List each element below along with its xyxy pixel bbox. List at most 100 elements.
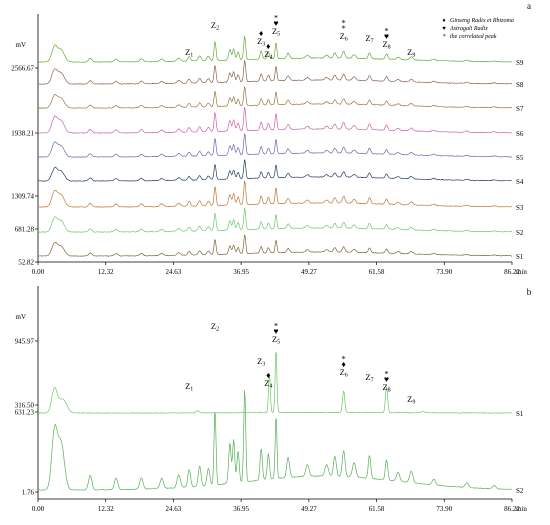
peak-label: Z4 [264,49,272,61]
trace-S7 [37,86,513,109]
x-tick-label: 61.58 [369,268,385,276]
peak-label: Z7 [365,33,373,45]
x-tick-label: 86.22 [504,268,520,276]
trace-S4 [37,159,512,182]
peak-label: Z9 [407,394,415,406]
series-label: S1 [516,410,524,418]
peak-label: Z5 [272,26,280,38]
legend-symbol: ♦ [442,18,445,24]
y-tick-label: 52.82 [18,259,34,267]
peak-label: Z3 [257,36,265,48]
peak-marker: * [384,26,388,36]
panel-label: a [527,1,531,11]
y-tick-label: 631.23 [15,409,35,417]
y-tick-label: 681.28 [15,226,35,234]
peak-label: Z7 [365,372,373,384]
trace-S1 [37,351,513,414]
series-label: S4 [516,178,524,186]
peak-marker: * [342,354,346,364]
peak-label-sub: 9 [412,400,415,406]
peak-label: Z5 [272,334,280,346]
x-tick-label: 49.27 [301,268,317,276]
y-tick-label: 1309.74 [11,193,34,201]
peak-label-sub: 6 [345,37,348,43]
peak-marker: * [342,23,346,33]
peak-label: Z3 [257,356,265,368]
peak-marker: * [384,369,388,379]
panel-a: 0.00 12.32 24.63 36.95 49.27 61.58 73.90 86.22m… [11,1,531,276]
peak-marker: ♥ [274,18,279,28]
x-tick-label: 24.63 [166,268,182,276]
peak-marker: ♦ [259,28,264,38]
peak-label-sub: 5 [277,340,280,346]
peak-label-sub: 7 [371,378,374,384]
peak-label-sub: 9 [412,53,415,59]
series-label: S5 [516,154,524,162]
peak-marker: ♦ [266,370,271,380]
peak-label: Z6 [340,367,348,379]
peak-label-sub: 4 [269,55,272,61]
x-tick-label: 0.00 [32,268,45,276]
legend-text: Astragali Radix [449,26,488,32]
legend-text: the correlated peak [450,34,497,40]
peak-label: Z8 [382,39,390,51]
trace-S6 [37,107,513,134]
peak-label-sub: 7 [371,39,374,45]
series-label: S7 [516,105,524,113]
peak-label: Z6 [340,31,348,43]
legend-symbol: * [443,34,446,40]
series-label: S1 [516,253,524,261]
peak-label: Z2 [211,321,219,333]
peak-label: Z8 [382,382,390,394]
peak-marker: * [342,18,346,28]
peak-marker: ♦ [266,41,271,51]
peak-marker: ♥ [384,31,389,41]
peak-marker: ♦ [341,359,346,369]
trace-S8 [37,60,512,85]
peak-label: Z1 [185,47,193,59]
peak-label: Z2 [211,20,219,32]
panel-label: b [527,287,532,297]
peak-label-sub: 8 [388,388,391,394]
trace-S1 [37,234,512,257]
peak-label-sub: 3 [262,362,265,368]
peak-marker: ♥ [274,326,279,336]
trace-S2 [37,390,513,491]
y-tick-label: 316.50 [15,402,35,410]
x-tick-label: 61.58 [369,505,385,513]
peak-label-sub: 5 [277,32,280,38]
peak-label: Z4 [264,378,272,390]
x-axis-label: min [516,268,527,276]
x-tick-label: 36.95 [233,268,249,276]
panel-b: 0.00 12.32 24.63 36.95 49.27 61.58 73.90 86.22m… [15,286,532,513]
x-tick-label: 49.27 [301,505,317,513]
peak-marker: * [274,321,278,331]
x-axis-label: min [516,505,527,513]
series-label: S2 [516,487,524,495]
series-label: S8 [516,81,524,89]
y-tick-label: 1938.21 [11,130,34,138]
peak-label-sub: 1 [190,387,193,393]
x-tick-label: 73.90 [436,505,452,513]
legend-symbol: ♥ [442,26,446,32]
y-axis-label: mV [16,41,27,49]
peak-label-sub: 2 [216,327,219,333]
series-label: S9 [516,59,524,67]
peak-label-sub: 8 [388,45,391,51]
trace-S2 [38,208,513,233]
x-tick-label: 73.90 [436,268,452,276]
y-tick-label: 2566.67 [11,65,34,73]
peak-label-sub: 4 [269,384,272,390]
series-label: S2 [516,229,524,237]
legend-text: Ginseng Radix et Rhizoma [450,18,514,24]
peak-label-sub: 3 [262,42,265,48]
x-tick-label: 12.32 [98,505,114,513]
peak-marker: ♥ [384,374,389,384]
y-tick-label: 1.76 [22,489,35,497]
trace-S5 [37,133,513,158]
y-tick-label: 945.97 [15,338,35,346]
peak-label-sub: 6 [345,373,348,379]
trace-S3 [38,180,513,208]
x-tick-label: 36.95 [233,505,249,513]
